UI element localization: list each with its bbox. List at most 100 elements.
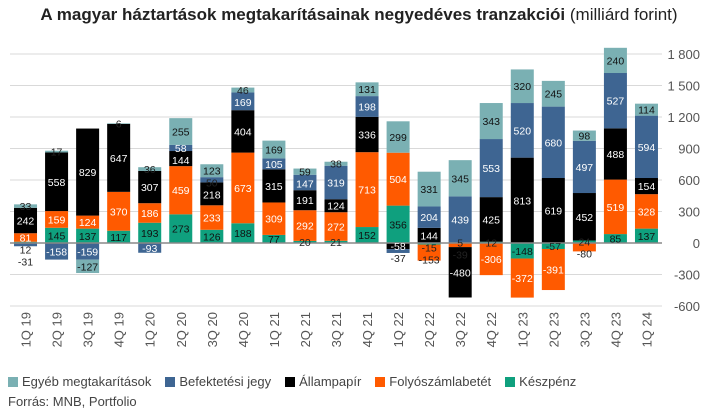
data-label: 240: [607, 55, 625, 67]
legend-label: Befektetési jegy: [179, 374, 272, 389]
bar-segment: [634, 178, 658, 195]
data-label: 218: [203, 190, 221, 202]
bar-segment: [479, 139, 503, 198]
data-label: 647: [110, 153, 128, 165]
data-label: 169: [265, 144, 283, 156]
y-tick-label: 1 500: [667, 79, 700, 94]
bar-segment: [324, 199, 348, 213]
data-label: 425: [482, 214, 500, 226]
bar-segment: [169, 166, 193, 215]
bar-segment: [510, 157, 534, 243]
bar-segment: [262, 202, 286, 235]
bar-segment: [448, 160, 472, 197]
bar-segment: [541, 178, 565, 243]
bar-segment: [45, 211, 69, 228]
data-label: 123: [203, 166, 221, 178]
bar-segment: [107, 123, 131, 124]
data-label: 319: [327, 177, 345, 189]
x-tick-label: 2Q 19: [50, 312, 65, 347]
x-tick-label: 3Q 19: [81, 312, 96, 347]
data-label: 46: [237, 85, 249, 97]
bar-segment: [355, 152, 379, 228]
y-tick-label: 900: [678, 142, 700, 157]
bar-segment: [262, 158, 286, 170]
data-label: -480: [450, 267, 471, 279]
bar-segment: [634, 228, 658, 243]
x-tick-label: 3Q 22: [453, 312, 468, 347]
bar-segment: [76, 128, 100, 216]
data-label: 439: [451, 214, 469, 226]
y-tick-label: 300: [678, 205, 700, 220]
bar-segment: [14, 233, 38, 242]
bar-segment: [634, 194, 658, 229]
bar-segment: [572, 130, 596, 141]
legend-label: Készpénz: [519, 374, 577, 389]
data-label: 198: [358, 102, 376, 114]
bar-segment: [293, 210, 317, 241]
bar-segment: [541, 243, 565, 249]
data-label: 242: [17, 216, 35, 228]
data-label: -391: [543, 265, 564, 277]
data-label: 36: [144, 164, 156, 176]
data-label: -159: [77, 246, 98, 258]
bar-segment: [603, 179, 627, 235]
bar-segment: [293, 240, 317, 243]
y-tick-label: 600: [678, 173, 700, 188]
data-label: 105: [265, 159, 283, 171]
data-label: -93: [142, 243, 157, 255]
bar-segment: [479, 197, 503, 242]
bar-segment: [448, 247, 472, 298]
bar-segment: [262, 169, 286, 203]
bar-segment: [45, 152, 69, 212]
x-tick-label: 4Q 22: [484, 312, 499, 347]
x-tick-label: 2Q 21: [298, 312, 313, 347]
data-label: 85: [610, 234, 622, 246]
legend-swatch: [505, 376, 516, 387]
bar-segment: [386, 249, 410, 253]
data-label: 273: [172, 224, 190, 236]
bar-segment: [138, 222, 162, 243]
data-label: -31: [18, 256, 33, 268]
bar-segment: [603, 128, 627, 180]
data-label: 829: [79, 167, 97, 179]
data-label: 124: [327, 201, 345, 213]
legend-item: Folyószámlabetét: [375, 374, 491, 389]
bar-segment: [231, 152, 255, 224]
bar-segment: [76, 259, 100, 274]
bar-segment: [510, 103, 534, 158]
bar-segment: [138, 167, 162, 171]
bar-segment: [293, 190, 317, 211]
bar-segment: [107, 191, 131, 231]
data-label: 488: [607, 149, 625, 161]
bar-segment: [45, 243, 69, 260]
data-label: 59: [299, 167, 311, 179]
data-label: 459: [172, 185, 190, 197]
x-tick-label: 2Q 20: [174, 312, 189, 347]
y-tick-label: -300: [674, 268, 700, 283]
bar-segment: [355, 82, 379, 97]
bar-segment: [231, 110, 255, 153]
data-label: 345: [451, 173, 469, 185]
bar-segment: [45, 150, 69, 153]
data-label: 137: [638, 231, 656, 243]
bar-segment: [45, 227, 69, 243]
bar-segment: [76, 243, 100, 260]
y-tick-label: 1 800: [667, 47, 700, 62]
data-label: 159: [48, 214, 66, 226]
data-label: 619: [545, 206, 563, 218]
data-label: 20: [299, 237, 311, 249]
source-note: Forrás: MNB, Portfolio: [8, 394, 137, 409]
x-tick-label: 3Q 20: [205, 312, 220, 347]
data-label: 272: [327, 222, 345, 234]
data-label: 193: [141, 228, 159, 240]
bar-segment: [510, 243, 534, 259]
data-label: 328: [638, 206, 656, 218]
data-label: 307: [141, 182, 159, 194]
bar-segment: [603, 47, 627, 74]
bar-segment: [107, 230, 131, 243]
bar-segment: [386, 205, 410, 243]
bar-segment: [76, 215, 100, 229]
bar-segment: [14, 204, 38, 208]
data-label: 713: [358, 185, 376, 197]
bar-segment: [355, 116, 379, 153]
